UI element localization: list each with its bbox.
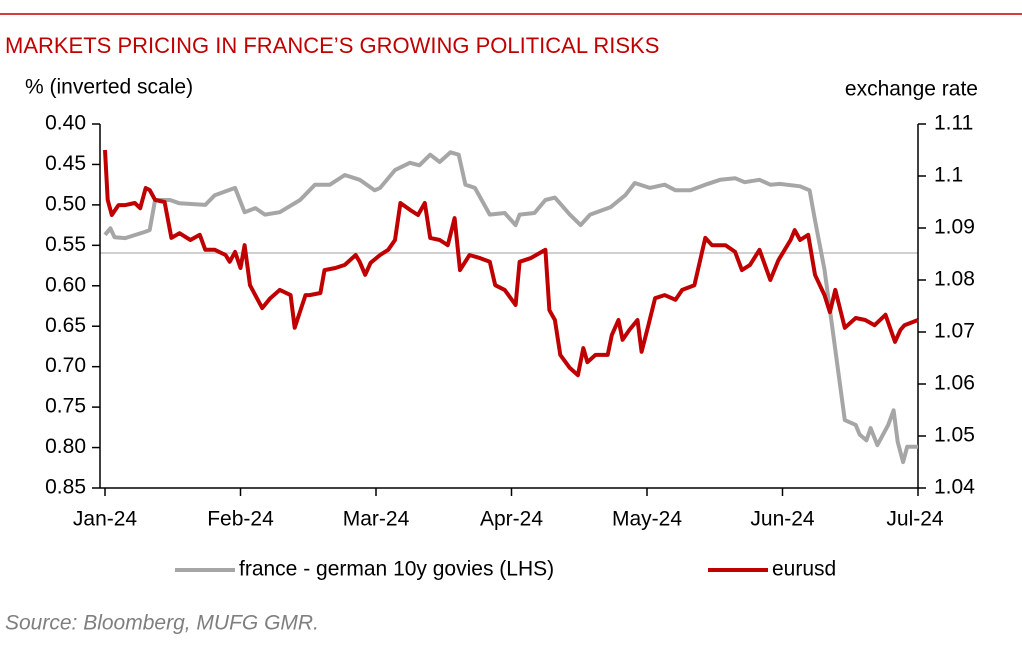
y-tick-label: 0.80 xyxy=(45,435,86,458)
x-tick-label: May-24 xyxy=(612,508,682,531)
y2-tick-label: 1.08 xyxy=(934,268,975,291)
y2-tick-label: 1.07 xyxy=(934,320,975,343)
y-tick-label: 0.55 xyxy=(45,233,86,256)
y2-tick-label: 1.05 xyxy=(934,424,975,447)
y-axis-label: % (inverted scale) xyxy=(25,76,193,99)
y-tick-label: 0.40 xyxy=(45,112,86,135)
y2-tick-label: 1.11 xyxy=(934,112,973,135)
x-tick-label: Apr-24 xyxy=(480,508,543,531)
y-tick-label: 0.50 xyxy=(45,192,86,215)
x-tick-label: Jan-24 xyxy=(73,508,138,531)
x-tick-label: Mar-24 xyxy=(343,508,410,531)
y-tick-label: 0.65 xyxy=(45,314,86,337)
legend-label: france - german 10y govies (LHS) xyxy=(239,558,554,581)
y-tick-label: 0.70 xyxy=(45,354,86,377)
y2-tick-label: 1.04 xyxy=(934,476,975,499)
chart-title: MARKETS PRICING IN FRANCE’S GROWING POLI… xyxy=(5,33,659,58)
legend-label: eurusd xyxy=(772,558,836,581)
series-line xyxy=(103,150,918,465)
source: Source: Bloomberg, MUFG GMR. xyxy=(5,612,319,635)
y2-tick-label: 1.06 xyxy=(934,372,975,395)
y2-tick-label: 1.1 xyxy=(934,164,963,187)
y2-tick-label: 1.09 xyxy=(934,216,975,239)
x-tick-label: Jul-24 xyxy=(886,508,944,531)
y-tick-label: 0.45 xyxy=(45,152,86,175)
x-tick-label: Feb-24 xyxy=(207,508,274,531)
x-tick-label: Jun-24 xyxy=(750,508,815,531)
series-line xyxy=(103,149,919,378)
y-tick-label: 0.60 xyxy=(45,273,86,296)
y-tick-label: 0.85 xyxy=(45,476,86,499)
y-tick-label: 0.75 xyxy=(45,395,86,418)
y2-axis-label: exchange rate xyxy=(845,78,978,101)
